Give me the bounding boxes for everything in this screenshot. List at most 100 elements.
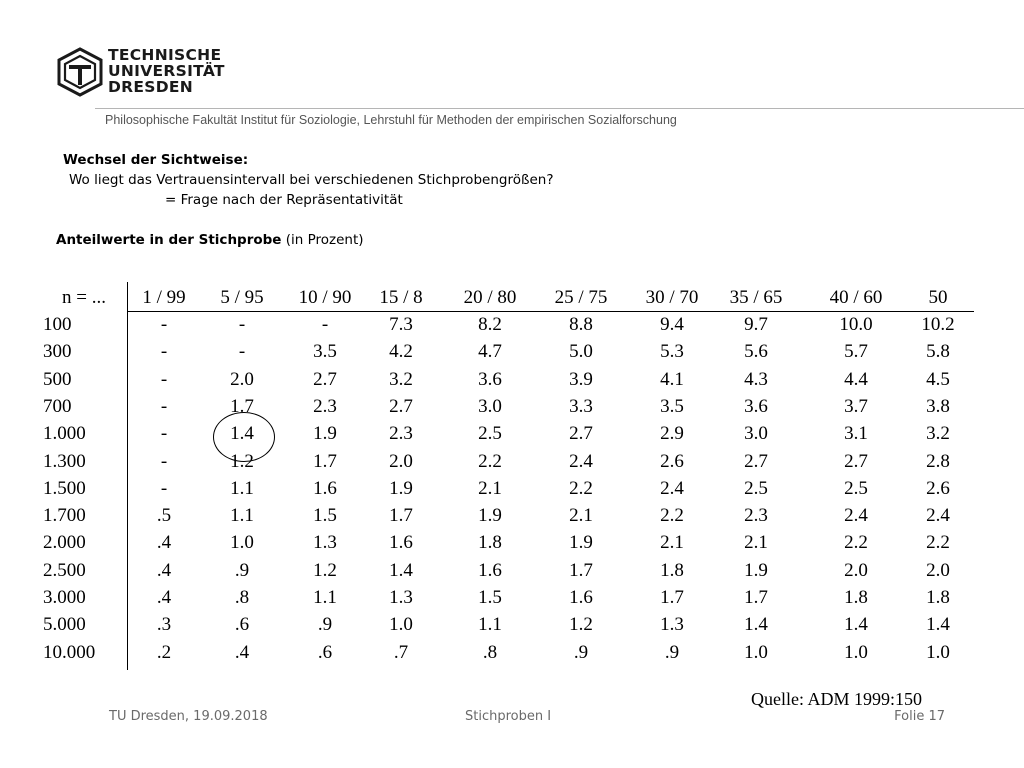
table-cell: 3.6 <box>744 395 768 417</box>
table-cell: 2.2 <box>844 532 868 554</box>
header-divider <box>95 108 1024 109</box>
table-cell: 2.1 <box>478 477 502 499</box>
table-cell: 1.6 <box>389 532 413 554</box>
table-cell: 2.1 <box>660 532 684 554</box>
logo-line-2: UNIVERSITÄT <box>108 62 225 80</box>
table-cell: 1.0 <box>230 532 254 554</box>
table-cell: 2.4 <box>660 477 684 499</box>
table-row-label: 1.000 <box>43 423 86 445</box>
table-cell: 2.1 <box>744 532 768 554</box>
table-cell: 2.7 <box>844 450 868 472</box>
table-row-label: 2.000 <box>43 532 86 554</box>
table-cell: 1.8 <box>660 559 684 581</box>
table-column-header: 1 / 99 <box>142 287 186 308</box>
table-cell: 4.3 <box>744 368 768 390</box>
university-logo: TECHNISCHE UNIVERSITÄT DRESDEN <box>57 46 225 99</box>
table-cell: 1.6 <box>313 477 337 499</box>
table-cell: 10.0 <box>839 314 873 335</box>
table-cell: 2.9 <box>660 423 684 445</box>
table-cell: 1.9 <box>478 505 502 527</box>
table-cell: 2.0 <box>230 368 254 390</box>
table-subtitle: Anteilwerte in der Stichprobe (in Prozen… <box>56 232 364 248</box>
table-cell: 10.2 <box>921 314 955 335</box>
table-cell: 1.7 <box>569 559 593 581</box>
table-cell: 2.3 <box>313 395 337 417</box>
table-cell: 2.6 <box>660 450 684 472</box>
table-row-label: 2.500 <box>43 559 86 581</box>
table-cell: 1.0 <box>926 641 950 663</box>
table-cell: 2.4 <box>926 505 950 527</box>
table-cell: 1.9 <box>389 477 413 499</box>
table-cell: 2.4 <box>569 450 593 472</box>
table-cell: - <box>160 423 168 445</box>
logo-line-1: TECHNISCHE <box>108 46 222 64</box>
table-cell: 2.2 <box>660 505 684 527</box>
table-column-header: 30 / 70 <box>645 287 699 308</box>
table-cell: 3.1 <box>844 423 868 445</box>
table-column-header: 5 / 95 <box>220 287 264 308</box>
subtitle-bold: Anteilwerte in der Stichprobe <box>56 232 282 248</box>
table-cell: 4.1 <box>660 368 684 390</box>
table-cell: 1.4 <box>844 614 868 636</box>
table-cell: 2.0 <box>926 559 950 581</box>
table-column-header: 25 / 75 <box>554 287 608 308</box>
table-cell: 1.4 <box>744 614 768 636</box>
table-cell: .4 <box>234 641 250 663</box>
table-cell: 3.3 <box>569 395 593 417</box>
table-cell: 2.7 <box>389 395 413 417</box>
table-cell: 4.7 <box>478 341 502 363</box>
faculty-name: Philosophische Fakultät <box>105 113 238 127</box>
table-cell: 9.7 <box>744 314 768 335</box>
table-header-label: n = ... <box>62 287 106 308</box>
intro-answer: = Frage nach der Repräsentativität <box>165 192 403 208</box>
table-cell: .5 <box>156 505 172 527</box>
table-cell: .2 <box>156 641 172 663</box>
highlight-circle <box>213 412 275 462</box>
table-cell: 2.4 <box>844 505 868 527</box>
table-row-label: 500 <box>43 368 72 390</box>
table-cell: 5.7 <box>844 341 868 363</box>
table-cell: - <box>238 314 246 335</box>
subtitle-unit: (in Prozent) <box>281 232 364 248</box>
table-cell: 5.6 <box>744 341 768 363</box>
table-vertical-rule <box>127 282 128 670</box>
table-cell: 1.0 <box>844 641 868 663</box>
table-cell: 1.5 <box>478 587 502 608</box>
table-cell: - <box>160 395 168 417</box>
table-cell: 2.1 <box>569 505 593 527</box>
table-cell: .8 <box>482 641 498 663</box>
table-cell: - <box>160 450 168 472</box>
table-cell: 2.7 <box>313 368 337 390</box>
source-note: Quelle: ADM 1999:150 <box>751 689 922 709</box>
table-horizontal-rule <box>127 311 974 312</box>
table-cell: 1.1 <box>313 587 337 608</box>
table-cell: .9 <box>664 641 680 663</box>
table-column-header: 40 / 60 <box>829 287 883 308</box>
table-cell: 1.7 <box>744 587 768 608</box>
table-cell: 4.4 <box>844 368 868 390</box>
table-cell: .6 <box>234 614 250 636</box>
tu-dresden-logo-icon <box>57 47 103 97</box>
intro-question: Wo liegt das Vertrauensintervall bei ver… <box>69 172 554 188</box>
table-cell: 3.0 <box>478 395 502 417</box>
table-column-header: 10 / 90 <box>298 287 352 308</box>
table-cell: 2.5 <box>744 477 768 499</box>
table-cell: 3.5 <box>313 341 337 363</box>
table-cell: 1.7 <box>313 450 337 472</box>
table-cell: 3.0 <box>744 423 768 445</box>
table-column-header: 20 / 80 <box>463 287 517 308</box>
table-cell: 2.3 <box>389 423 413 445</box>
table-cell: 1.7 <box>230 395 254 417</box>
table-cell: 1.2 <box>569 614 593 636</box>
table-cell: .4 <box>156 559 172 581</box>
faculty-header: Philosophische Fakultät Institut für Soz… <box>105 113 677 127</box>
table-cell: 1.1 <box>478 614 502 636</box>
table-cell: 1.4 <box>926 614 950 636</box>
table-cell: 2.2 <box>478 450 502 472</box>
table-cell: 2.3 <box>744 505 768 527</box>
table-cell: 5.3 <box>660 341 684 363</box>
intro-heading: Wechsel der Sichtweise: <box>63 152 249 168</box>
table-cell: 1.6 <box>478 559 502 581</box>
table-cell: 3.5 <box>660 395 684 417</box>
